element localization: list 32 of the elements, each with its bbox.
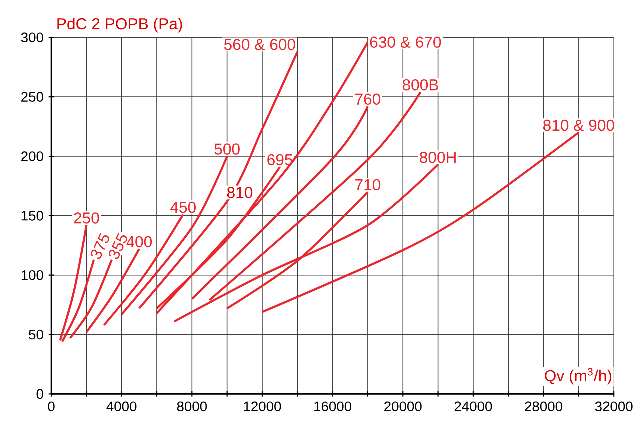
y-tick-label: 200 xyxy=(22,152,44,162)
series-label: 560 & 600 xyxy=(224,39,296,50)
y-axis-title: PdC 2 POPB (Pa) xyxy=(58,18,182,33)
y-tick-label: 100 xyxy=(22,270,44,280)
y-tick-label: 250 xyxy=(22,92,44,102)
x-tick-label: 16000 xyxy=(314,402,352,412)
y-tick-label: 150 xyxy=(22,211,44,221)
annotation: 810 xyxy=(227,187,253,198)
x-tick-label: 24000 xyxy=(454,402,492,412)
series-label: 800B xyxy=(402,80,438,91)
x-tick-label: 4000 xyxy=(106,402,137,412)
text: 375 xyxy=(91,233,110,260)
series-label: 250 xyxy=(74,212,100,224)
series-label: 500 xyxy=(214,144,240,155)
series-label: 400 xyxy=(126,236,152,248)
series-label: 710 xyxy=(356,179,381,191)
series-label: 800H xyxy=(420,152,456,164)
x-tick-label: 20000 xyxy=(384,402,422,412)
x-tick-label: 0 xyxy=(48,402,55,412)
series-label: 760 xyxy=(356,94,381,105)
y-tick-label: 300 xyxy=(21,32,44,43)
x-tick-label: 32000 xyxy=(595,402,633,412)
text: 355 xyxy=(108,233,128,260)
series-label: 810 & 900 xyxy=(543,120,614,132)
series-label: 630 & 670 xyxy=(370,36,442,48)
x-tick-label: 8000 xyxy=(177,402,208,412)
x-tick-label: 28000 xyxy=(525,402,562,412)
y-tick-label: 50 xyxy=(29,330,44,340)
x-axis-title: Qv (m$^{3}$/h) xyxy=(545,368,612,385)
x-tick-label: 12000 xyxy=(244,402,282,412)
series-label: 450 xyxy=(170,202,196,214)
y-tick-label: 0 xyxy=(36,389,44,400)
